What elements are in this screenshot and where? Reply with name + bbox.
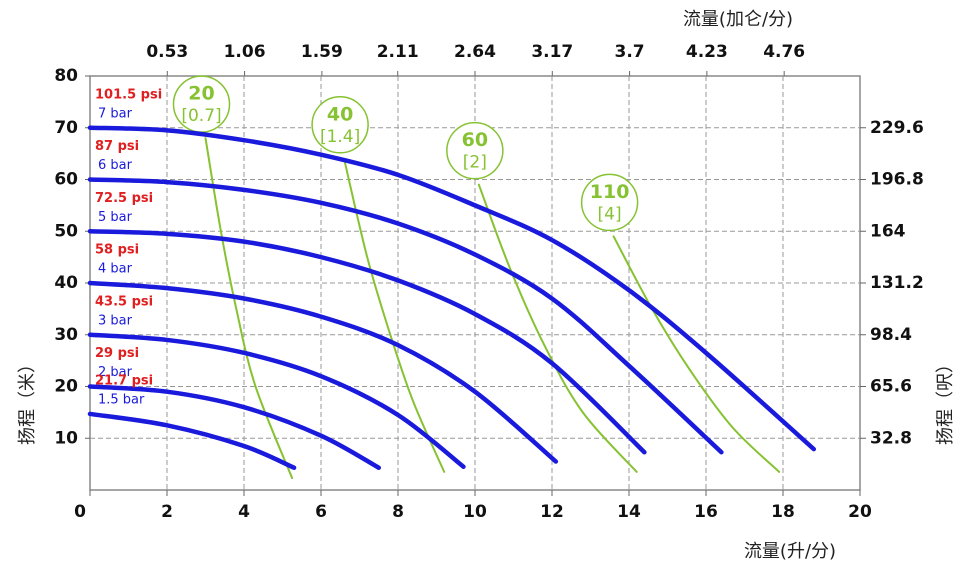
x-tick-label: 16	[694, 502, 718, 522]
air-curve	[612, 235, 781, 473]
x-tick-label: 10	[463, 502, 487, 522]
y2-tick-label: 65.6	[870, 377, 912, 397]
x-tick-label: 14	[617, 502, 641, 522]
bar-label: 3 bar	[98, 313, 133, 328]
y2-tick-label: 229.6	[870, 118, 924, 138]
air-sublabel: [0.7]	[181, 106, 221, 126]
air-label: 60	[462, 129, 488, 151]
air-curve	[477, 183, 638, 473]
x2-tick-label: 2.11	[377, 42, 419, 62]
y-tick-label: 80	[54, 66, 78, 86]
x-tick-label: 18	[771, 502, 795, 522]
psi-label: 87 psi	[95, 139, 139, 154]
x-axis-title: 流量(升/分)	[744, 541, 836, 562]
x2-tick-label: 4.76	[763, 42, 805, 62]
air-sublabel: [1.4]	[320, 127, 360, 147]
y2-tick-label: 164	[870, 221, 906, 241]
x2-axis-title: 流量(加仑/分)	[683, 9, 793, 30]
y-tick-label: 20	[54, 377, 78, 397]
air-label-circle	[311, 96, 369, 154]
x-tick-label: 6	[315, 502, 327, 522]
x2-tick-label: 3.7	[615, 42, 645, 62]
y-tick-label: 10	[54, 428, 78, 448]
psi-label: 101.5 psi	[95, 87, 162, 102]
air-curve	[343, 157, 446, 473]
x2-tick-label: 1.59	[301, 42, 343, 62]
psi-label: 58 psi	[95, 243, 139, 258]
x2-tick-label: 2.64	[454, 42, 496, 62]
bar-label: 5 bar	[98, 210, 133, 225]
x2-tick-label: 1.06	[224, 42, 266, 62]
y-tick-label: 60	[54, 170, 78, 190]
x-tick-label: 12	[540, 502, 564, 522]
air-label-circle	[580, 173, 639, 232]
psi-label: 43.5 psi	[95, 294, 153, 309]
y2-tick-label: 32.8	[870, 428, 912, 448]
air-label: 40	[327, 103, 353, 125]
y-tick-label: 70	[54, 118, 78, 138]
x-tick-label: 0	[74, 502, 86, 522]
psi-label: 29 psi	[95, 346, 139, 361]
bar-label: 6 bar	[98, 158, 133, 173]
x-tick-label: 2	[161, 502, 173, 522]
pressure-curve	[87, 332, 466, 469]
y2-tick-label: 131.2	[870, 273, 924, 293]
bar-label: 4 bar	[98, 262, 133, 277]
air-sublabel: [4]	[598, 204, 622, 224]
y-tick-label: 50	[54, 221, 78, 241]
y2-axis-title: 扬程（呎）	[935, 355, 956, 445]
pressure-curve	[87, 125, 817, 452]
psi-label: 72.5 psi	[95, 191, 153, 206]
pressure-curve	[87, 177, 724, 455]
x2-tick-label: 0.53	[146, 42, 188, 62]
psi-label: 21.7 psi	[95, 373, 153, 388]
x2-tick-label: 3.17	[531, 42, 573, 62]
y-axis-title: 扬程（米）	[17, 355, 38, 445]
x2-tick-label: 4.23	[686, 42, 728, 62]
pressure-curve	[87, 280, 559, 464]
y-tick-label: 30	[54, 325, 78, 345]
x-tick-label: 8	[392, 502, 404, 522]
y2-tick-label: 196.8	[870, 170, 924, 190]
bar-label: 7 bar	[98, 106, 133, 121]
x-tick-label: 20	[848, 502, 872, 522]
bar-label: 1.5 bar	[98, 392, 145, 407]
bar-label: 2 bar	[98, 365, 133, 380]
air-label: 110	[590, 181, 630, 203]
air-label-circle	[446, 121, 504, 180]
y-tick-label: 40	[54, 273, 78, 293]
air-curve	[204, 137, 294, 480]
air-label: 20	[188, 83, 214, 105]
y2-tick-label: 98.4	[870, 325, 912, 345]
air-sublabel: [2]	[463, 153, 487, 173]
pressure-curve	[87, 384, 381, 470]
x-tick-label: 4	[238, 502, 250, 522]
pressure-curve	[87, 229, 647, 455]
pressure-curve	[87, 411, 297, 470]
